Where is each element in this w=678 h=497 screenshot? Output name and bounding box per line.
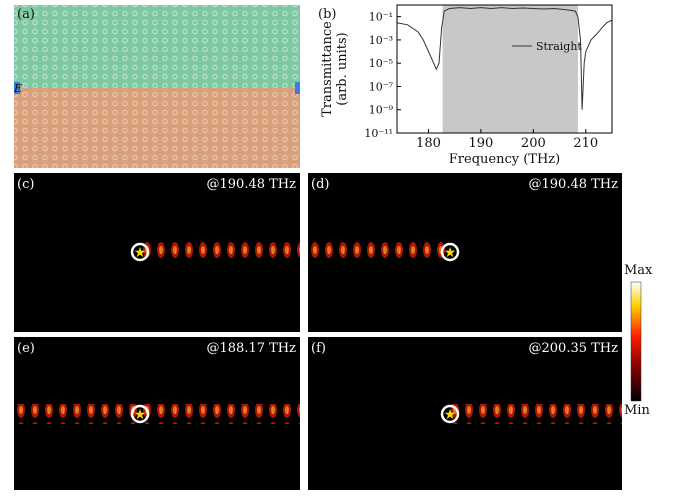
colorbar-min: Min bbox=[624, 403, 650, 418]
lattice-top bbox=[14, 5, 300, 87]
x-tick-label: 210 bbox=[573, 136, 598, 151]
x-axis-label: Frequency (THz) bbox=[449, 152, 560, 167]
lattice-bottom bbox=[14, 87, 300, 168]
source-ring bbox=[130, 404, 150, 424]
source-star: ★ bbox=[134, 245, 147, 261]
frequency-label: @200.35 THz bbox=[529, 341, 619, 356]
source-ring bbox=[440, 242, 460, 262]
source bbox=[14, 82, 20, 94]
colorbar bbox=[630, 281, 642, 402]
y-axis-label: Transmittance bbox=[320, 21, 335, 117]
y-tick-label: 10⁻¹ bbox=[369, 11, 393, 24]
y-tick-label: 10⁻³ bbox=[369, 34, 393, 47]
x-tick-label: 180 bbox=[416, 136, 441, 151]
field-label: E bbox=[13, 82, 22, 95]
line bbox=[396, 7, 613, 110]
field-maps: ★ (c) @190.48 THz ★ (d) @190.48 THz ★ (e) @188.1… bbox=[14, 173, 622, 490]
x-tick-label: 200 bbox=[521, 136, 546, 151]
panel-label: (e) bbox=[17, 341, 35, 356]
y-tick-label: 10⁻⁷ bbox=[369, 80, 394, 93]
plot-frame bbox=[396, 4, 613, 134]
source-ring bbox=[440, 404, 460, 424]
y-tick-label: 10⁻⁹ bbox=[369, 104, 394, 117]
field-glow bbox=[14, 404, 300, 424]
source-star: ★ bbox=[134, 407, 147, 423]
y-tick-label: 10⁻⁵ bbox=[369, 57, 393, 70]
panel-label: (c) bbox=[17, 177, 34, 192]
panel-label: (a) bbox=[17, 7, 35, 22]
source-star: ★ bbox=[444, 245, 457, 261]
band bbox=[442, 5, 578, 133]
frequency-label: @190.48 THz bbox=[529, 177, 619, 192]
panel-label: (b) bbox=[318, 7, 336, 22]
panel-label: (d) bbox=[311, 177, 329, 192]
frequency-label: @190.48 THz bbox=[207, 177, 297, 192]
field-glow bbox=[140, 242, 300, 262]
source-star: ★ bbox=[444, 407, 457, 423]
panel-label: (f) bbox=[311, 341, 326, 356]
legend-label: Straight bbox=[536, 40, 582, 53]
x-tick-label: 190 bbox=[468, 136, 493, 151]
chart: 180 190 200 210 10⁻¹ 10⁻³ 10⁻⁵ 10⁻⁷ 10⁻⁹ 10⁻¹¹ Str… bbox=[320, 4, 613, 167]
y-axis-label: (arb. units) bbox=[335, 32, 350, 106]
source-ring bbox=[130, 242, 150, 262]
y-tick-label: 10⁻¹¹ bbox=[364, 127, 393, 140]
colorbar-max: Max bbox=[624, 263, 653, 278]
frequency-label: @188.17 THz bbox=[207, 341, 297, 356]
field-glow bbox=[308, 242, 450, 262]
field-glow bbox=[450, 404, 622, 424]
probe bbox=[295, 82, 300, 94]
panel-a: E (a) bbox=[13, 5, 300, 168]
